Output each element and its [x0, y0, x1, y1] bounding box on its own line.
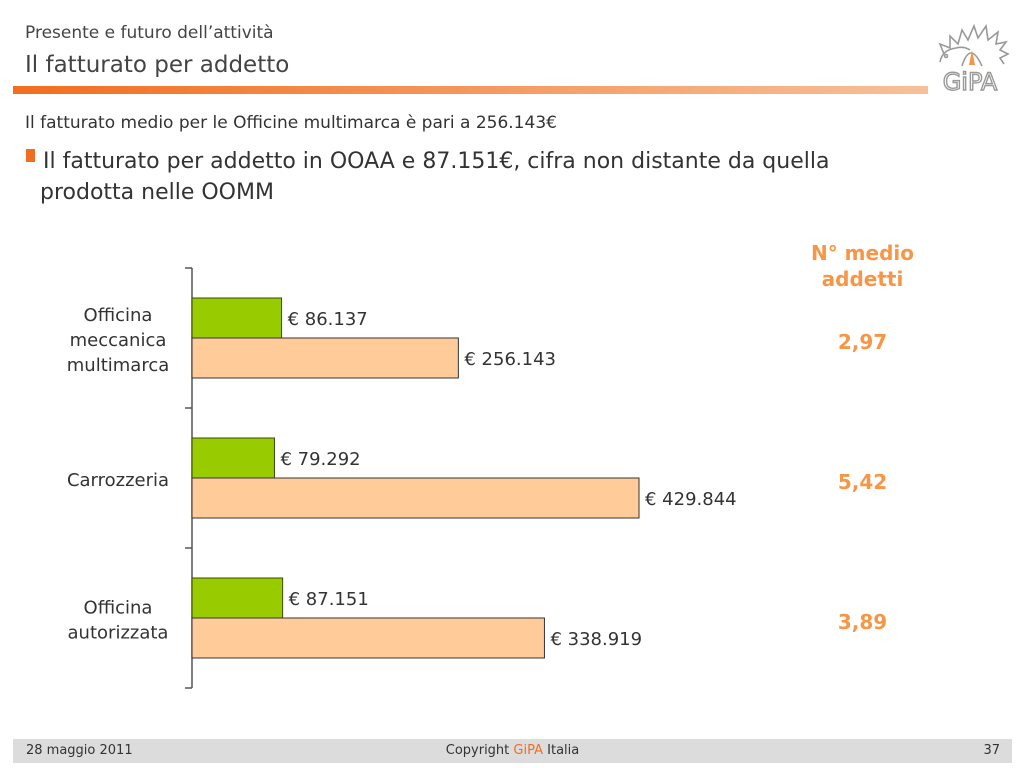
slide-supertitle: Presente e futuro dell’attività	[25, 23, 274, 43]
bullet-line-1: Il fatturato per addetto in OOAA e 87.15…	[43, 149, 830, 174]
page-number: 37	[983, 743, 1000, 758]
bar-data-label: € 429.844	[645, 489, 737, 510]
bar-per-employee	[191, 577, 284, 619]
bullet-point: Il fatturato per addetto in OOAA e 87.15…	[22, 146, 982, 208]
employees-value-1: 2,97	[837, 330, 888, 354]
copyright-suffix: Italia	[543, 743, 580, 758]
bar-data-label: € 79.292	[280, 449, 360, 470]
gipa-logo: GiPA	[938, 23, 1010, 96]
side-header-line-1: N° medio	[810, 241, 915, 265]
bar-average-revenue	[191, 477, 640, 519]
employees-value-2: 5,42	[837, 470, 888, 494]
employees-value-3: 3,89	[837, 610, 888, 634]
side-header-line-2: addetti	[821, 267, 904, 291]
bar-per-employee	[191, 297, 283, 339]
bar-data-label: € 87.151	[289, 589, 369, 610]
category-label: autorizzata	[68, 623, 169, 644]
bullet-square-icon	[26, 149, 35, 162]
category-label: Officina	[84, 598, 153, 619]
slide-title: Il fatturato per addetto	[25, 52, 290, 78]
logo-text: GiPA	[943, 68, 998, 96]
title-underline-bar	[13, 86, 928, 94]
summary-text: Il fatturato medio per le Officine multi…	[25, 113, 557, 133]
copyright-brand: GiPA	[513, 743, 543, 758]
category-label: meccanica	[70, 330, 167, 351]
bar-data-label: € 86.137	[288, 309, 368, 330]
bar-data-label: € 256.143	[464, 349, 556, 370]
bar-average-revenue	[191, 617, 545, 659]
footer-bar: 28 maggio 2011 Copyright GiPA Italia 37	[13, 739, 1012, 763]
copyright-prefix: Copyright	[445, 743, 514, 758]
bar-data-label: € 338.919	[550, 629, 642, 650]
bullet-line-2: prodotta nelle OOMM	[40, 180, 274, 205]
footer-date: 28 maggio 2011	[26, 743, 133, 758]
side-panel-header: N° medio addetti	[780, 240, 945, 292]
category-label: multimarca	[67, 355, 170, 376]
hedgehog-spikes-icon	[938, 23, 1010, 65]
category-label: Carrozzeria	[67, 470, 169, 491]
bar-average-revenue	[191, 337, 459, 379]
bar-per-employee	[191, 437, 275, 479]
footer-copyright: Copyright GiPA Italia	[13, 743, 1012, 758]
category-label: Officina	[84, 305, 153, 326]
